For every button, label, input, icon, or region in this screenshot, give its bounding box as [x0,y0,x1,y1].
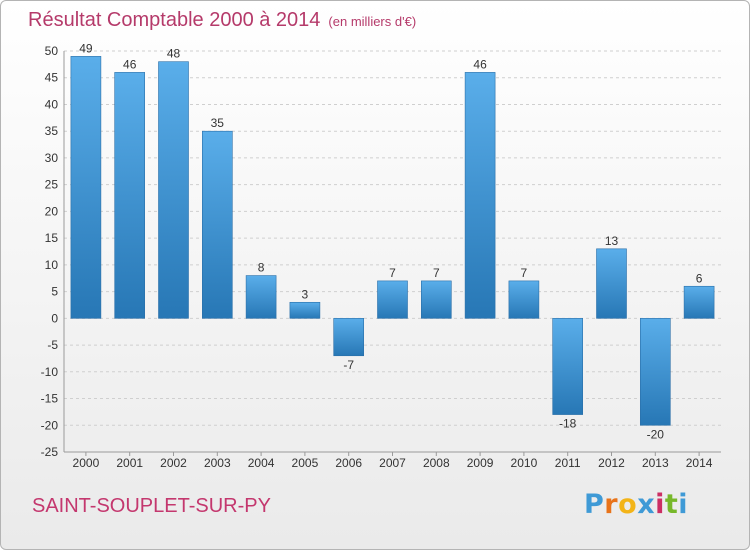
value-label: 8 [258,261,265,275]
y-tick-label: -15 [41,392,59,406]
x-tick-label: 2007 [379,456,406,470]
value-label: 7 [521,266,528,280]
axes [63,51,721,456]
logo-letter: i [678,489,689,520]
y-tick-label: 30 [45,151,59,165]
bar [70,56,102,319]
logo-letter: i [655,489,665,520]
bar [289,301,321,319]
x-tick-labels: 2000 2001 2002 2003 2004 2005 2006 2007 2008 2009… [73,456,713,470]
y-tick-label: -20 [41,418,59,432]
value-label: 46 [123,57,137,71]
town-name: SAINT-SOUPLET-SUR-PY [32,495,271,517]
value-labels: 49 46 48 35 8 3 -7 7 7 46 7 -18 13 -20 6 [79,41,703,441]
x-tick-label: 2012 [598,456,625,470]
value-label: -7 [343,358,354,372]
value-label: 7 [389,266,396,280]
value-label: 35 [211,116,225,130]
bar [114,72,145,319]
y-tick-label: 35 [45,124,59,138]
value-label: 13 [605,234,619,248]
bar [596,248,627,319]
value-label: 6 [696,271,703,285]
bar [420,280,452,319]
bar [552,318,584,415]
x-tick-label: 2008 [423,456,450,470]
y-tick-label: 0 [51,311,58,325]
bar [639,318,671,426]
chart-subtitle: (en milliers d'€) [328,14,417,29]
x-tick-label: 2002 [160,456,187,470]
y-tick-label: 40 [45,97,59,111]
bar [508,280,540,319]
bar [245,275,277,319]
x-tick-label: 2001 [116,456,143,470]
y-tick-label: 5 [51,285,58,299]
proxiti-logo: Proxiti [584,489,688,520]
x-tick-label: 2004 [248,456,275,470]
bars [70,56,715,426]
x-tick-label: 2013 [642,456,669,470]
value-label: 49 [79,41,93,55]
bar [683,285,715,319]
bar [377,280,408,319]
chart-title-block: Résultat Comptable 2000 à 2014 (en millie… [28,9,416,32]
value-label: -20 [647,427,665,441]
chart-title: Résultat Comptable 2000 à 2014 [28,9,321,31]
value-label: -18 [559,417,577,431]
x-tick-label: 2006 [335,456,362,470]
y-tick-label: 50 [45,44,59,58]
x-tick-label: 2003 [204,456,231,470]
logo-letter: r [604,489,619,520]
x-tick-label: 2014 [686,456,713,470]
value-label: 48 [167,47,181,61]
y-tick-label: -10 [41,365,59,379]
value-label: 3 [302,287,309,301]
y-tick-label: 45 [45,71,59,85]
x-tick-label: 2000 [73,456,100,470]
logo-letter: o [618,489,638,520]
y-tick-label: 20 [45,204,59,218]
x-tick-label: 2010 [511,456,538,470]
x-tick-label: 2011 [555,456,581,470]
logo-letter: P [584,489,605,520]
x-tick-label: 2009 [467,456,494,470]
logo-letter: t [664,489,679,520]
bar [202,130,233,319]
bar [158,61,189,319]
bar [464,72,496,319]
logo-letter: x [637,489,656,520]
y-tick-label: -25 [41,445,59,459]
value-label: 46 [473,57,487,71]
y-tick-label: -5 [47,338,58,352]
y-tick-label: 25 [45,178,59,192]
y-tick-label: 10 [45,258,59,272]
x-tick-label: 2005 [292,456,319,470]
y-tick-label: 15 [45,231,59,245]
bar [333,318,365,357]
value-label: 7 [433,266,440,280]
